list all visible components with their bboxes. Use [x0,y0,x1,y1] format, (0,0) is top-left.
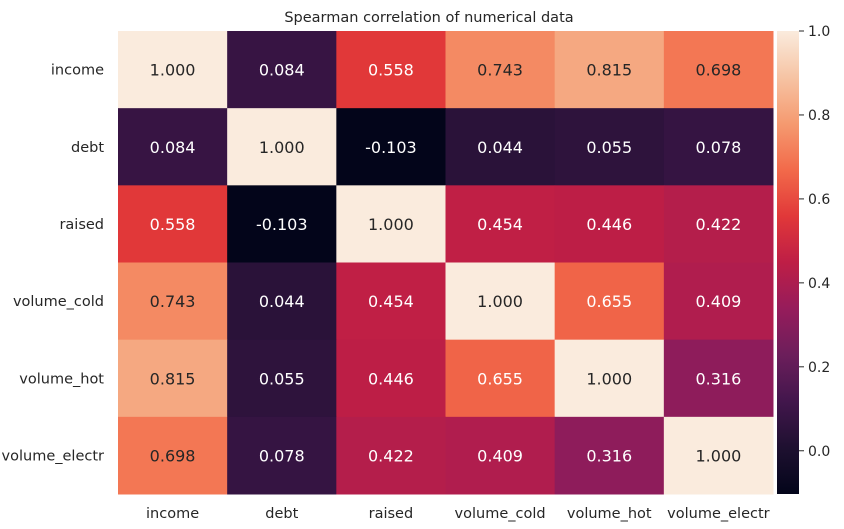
column-tick-label: volume_electr [667,506,769,522]
column-tick-label: debt [265,506,298,522]
heatmap-cell [554,262,665,341]
column-tick-label: raised [369,506,414,522]
heatmap-cell [445,31,556,109]
colorbar: 0.0 0.2 0.4 0.6 0.8 1.0 [777,24,830,494]
colorbar-tick-label: 1.0 [808,24,830,40]
column-tick-label: income [146,506,199,522]
cell-value-label: 0.078 [259,446,305,465]
row-tick-label: raised [59,217,104,233]
colorbar-tick-label: 0.0 [808,444,830,460]
cell-value-label: 0.044 [259,292,305,311]
cell-value-label: 0.422 [368,446,414,465]
cell-value-label: 0.044 [477,138,523,157]
heatmap-cell [118,339,228,418]
row-labels: income debt raised volume_cold volume_hotvol… [2,63,105,465]
cell-value-label: 0.055 [586,138,632,157]
cell-value-label: 0.698 [150,446,196,465]
heatmap-cell [445,262,556,341]
cell-value-label: 0.558 [150,215,196,234]
heatmap-cell [118,185,228,263]
heatmap-cell [227,339,337,418]
heatmap-cell [336,262,446,341]
heatmap-cell [336,108,446,186]
colorbar-tick-label: 0.8 [808,108,830,124]
heatmap-cell [554,185,665,263]
heatmap-cell [554,31,665,109]
heatmap-cell [227,416,337,495]
heatmap-cell [336,185,446,263]
cell-value-label: 0.084 [259,61,305,80]
cell-value-label: 0.655 [586,292,632,311]
heatmap-cell [445,416,556,495]
heatmap-cell [445,185,556,263]
cell-value-label: 0.655 [477,369,523,388]
cell-value-label: 0.316 [696,369,742,388]
heatmap-cell [227,31,337,109]
cell-value-label: 0.078 [696,138,742,157]
heatmap-cell [118,31,228,109]
heatmap-cell [227,262,337,341]
row-tick-label: income [51,63,104,79]
cell-value-label: 0.815 [586,61,632,80]
cell-value-label: 0.558 [368,61,414,80]
cell-value-label: 0.446 [586,215,632,234]
cell-value-label: 1.000 [259,138,305,157]
row-tick-label: volume_hot [19,371,104,387]
cell-value-label: 0.743 [150,292,196,311]
colorbar-tick-label: 0.2 [808,360,830,376]
cell-value-label: 0.316 [586,446,632,465]
heatmap-cell [336,416,446,495]
heatmap-cell [227,108,337,186]
cell-value-label: 0.815 [150,369,196,388]
cell-value-label: 0.422 [696,215,742,234]
row-tick-label: volume_electr [2,448,104,464]
cell-value-label: 0.409 [696,292,742,311]
cell-value-label: 1.000 [150,61,196,80]
cell-value-label: -0.103 [365,138,417,157]
heatmap-cell [554,416,665,495]
heatmap-cell [663,262,774,341]
heatmap-cell [445,339,556,418]
cell-value-label: 0.055 [259,369,305,388]
cell-value-label: 0.454 [368,292,414,311]
heatmap-cell [663,339,774,418]
chart-title: Spearman correlation of numerical data [284,10,573,26]
heatmap-cell [663,416,774,495]
cell-value-label: 0.084 [150,138,196,157]
row-tick-label: debt [71,140,104,156]
colorbar-gradient [777,31,799,494]
column-labels: income debt raised volume_cold volume_hot vol… [146,506,770,522]
heatmap-cell [554,108,665,186]
cell-value-label: 0.446 [368,369,414,388]
column-tick-label: volume_hot [567,506,652,522]
cell-value-label: 1.000 [477,292,523,311]
colorbar-tick-label: 0.6 [808,192,830,208]
heatmap-cell [663,108,774,186]
heatmap-cell [336,31,446,109]
heatmap-cell [554,339,665,418]
cell-value-label: 1.000 [368,215,414,234]
cell-value-label: 1.000 [586,369,632,388]
cell-value-label: 0.409 [477,446,523,465]
heatmap-cells: 1.000 0.084 0.558 0.743 0.815 0.698 0.084 1.000… [118,31,774,495]
row-tick-label: volume_cold [13,294,104,310]
heatmap-cell [118,108,228,186]
cell-value-label: 0.743 [477,61,523,80]
heatmap-cell [118,262,228,341]
colorbar-tick-label: 0.4 [808,276,830,292]
heatmap-cell [227,185,337,263]
cell-value-label: -0.103 [256,215,308,234]
heatmap-cell [663,31,774,109]
heatmap-cell [445,108,556,186]
cell-value-label: 0.454 [477,215,523,234]
column-tick-label: volume_cold [455,506,546,522]
heatmap-cell [663,185,774,263]
cell-value-label: 1.000 [696,446,742,465]
cell-value-label: 0.698 [696,61,742,80]
heatmap-cell [118,416,228,495]
heatmap-cell [336,339,446,418]
